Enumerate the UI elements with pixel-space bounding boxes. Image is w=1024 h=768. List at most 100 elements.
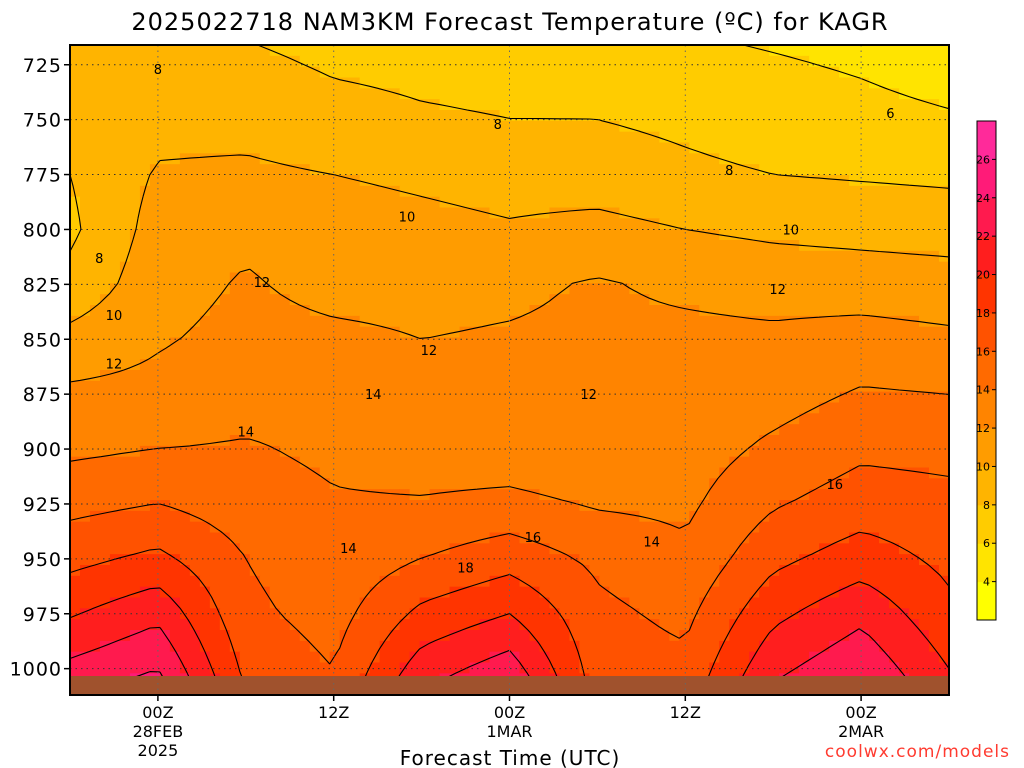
temperature-cell — [599, 543, 610, 555]
temperature-cell — [749, 413, 760, 425]
temperature-cell — [459, 326, 471, 339]
temperature-cell — [539, 532, 551, 544]
temperature-cell — [509, 55, 521, 68]
temperature-cell — [379, 164, 391, 176]
temperature-cell — [629, 651, 640, 664]
temperature-cell — [669, 380, 680, 393]
temperature-cell — [359, 370, 371, 382]
temperature-cell — [109, 413, 121, 425]
temperature-cell — [299, 142, 311, 154]
temperature-cell — [109, 402, 121, 414]
temperature-cell — [219, 196, 231, 209]
temperature-cell — [669, 565, 680, 577]
temperature-cell — [729, 261, 740, 274]
temperature-cell — [909, 142, 920, 154]
temperature-cell — [429, 532, 441, 544]
temperature-cell — [169, 185, 181, 198]
temperature-cell — [509, 391, 521, 404]
temperature-cell — [319, 207, 331, 219]
temperature-cell — [469, 478, 481, 490]
temperature-cell — [219, 272, 231, 284]
temperature-cell — [449, 391, 461, 404]
temperature-cell — [659, 413, 670, 425]
temperature-cell — [159, 164, 171, 176]
temperature-cell — [99, 196, 111, 209]
temperature-cell — [549, 597, 561, 609]
temperature-cell — [589, 608, 600, 620]
temperature-cell — [749, 240, 760, 252]
temperature-cell — [589, 391, 600, 404]
temperature-cell — [819, 630, 830, 642]
temperature-cell — [369, 543, 381, 555]
temperature-cell — [379, 305, 391, 317]
temperature-cell — [199, 456, 211, 469]
temperature-cell — [269, 413, 281, 425]
temperature-cell — [659, 651, 670, 664]
temperature-cell — [769, 543, 780, 555]
temperature-cell — [739, 196, 750, 209]
temperature-cell — [459, 348, 471, 360]
temperature-cell — [699, 99, 710, 111]
temperature-cell — [899, 272, 910, 284]
temperature-cell — [219, 229, 231, 241]
temperature-cell — [539, 142, 551, 154]
temperature-cell — [819, 619, 830, 631]
temperature-cell — [749, 402, 760, 414]
temperature-cell — [719, 66, 730, 79]
temperature-cell — [179, 45, 191, 57]
temperature-cell — [409, 337, 421, 349]
temperature-cell — [699, 413, 710, 425]
temperature-cell — [269, 131, 281, 144]
temperature-cell — [899, 88, 910, 100]
temperature-cell — [889, 456, 900, 469]
temperature-cell — [669, 294, 680, 306]
temperature-cell — [319, 131, 331, 144]
temperature-cell — [379, 110, 391, 122]
temperature-cell — [879, 521, 890, 534]
temperature-cell — [329, 207, 341, 219]
temperature-cell — [629, 315, 640, 328]
temperature-cell — [799, 283, 810, 295]
temperature-cell — [99, 651, 111, 664]
temperature-cell — [719, 554, 730, 566]
temperature-cell — [779, 413, 790, 425]
temperature-cell — [899, 370, 910, 382]
temperature-cell — [809, 218, 820, 230]
temperature-cell — [229, 88, 241, 100]
temperature-cell — [799, 250, 810, 263]
temperature-cell — [729, 619, 740, 631]
temperature-cell — [609, 640, 620, 653]
temperature-cell — [719, 510, 730, 523]
temperature-cell — [769, 456, 780, 469]
temperature-cell — [769, 337, 780, 349]
temperature-cell — [769, 305, 780, 317]
temperature-cell — [359, 510, 371, 523]
temperature-cell — [739, 272, 750, 284]
temperature-cell — [609, 391, 620, 404]
temperature-cell — [919, 110, 930, 122]
temperature-cell — [679, 185, 690, 198]
temperature-cell — [259, 532, 271, 544]
temperature-cell — [229, 131, 241, 144]
temperature-cell — [129, 478, 141, 490]
temperature-cell — [469, 500, 481, 512]
temperature-cell — [769, 218, 780, 230]
temperature-cell — [749, 110, 760, 122]
temperature-cell — [819, 337, 830, 349]
temperature-cell — [379, 77, 391, 89]
temperature-cell — [619, 500, 630, 512]
temperature-cell — [499, 510, 511, 523]
temperature-cell — [419, 153, 431, 165]
temperature-cell — [259, 45, 271, 57]
temperature-cell — [879, 586, 890, 599]
temperature-cell — [909, 435, 920, 447]
temperature-cell — [209, 315, 221, 328]
temperature-cell — [279, 77, 291, 89]
temperature-cell — [409, 348, 421, 360]
temperature-cell — [429, 489, 441, 501]
temperature-cell — [269, 99, 281, 111]
temperature-cell — [559, 250, 571, 263]
temperature-cell — [519, 55, 531, 68]
temperature-cell — [749, 45, 760, 57]
temperature-cell — [499, 554, 511, 566]
